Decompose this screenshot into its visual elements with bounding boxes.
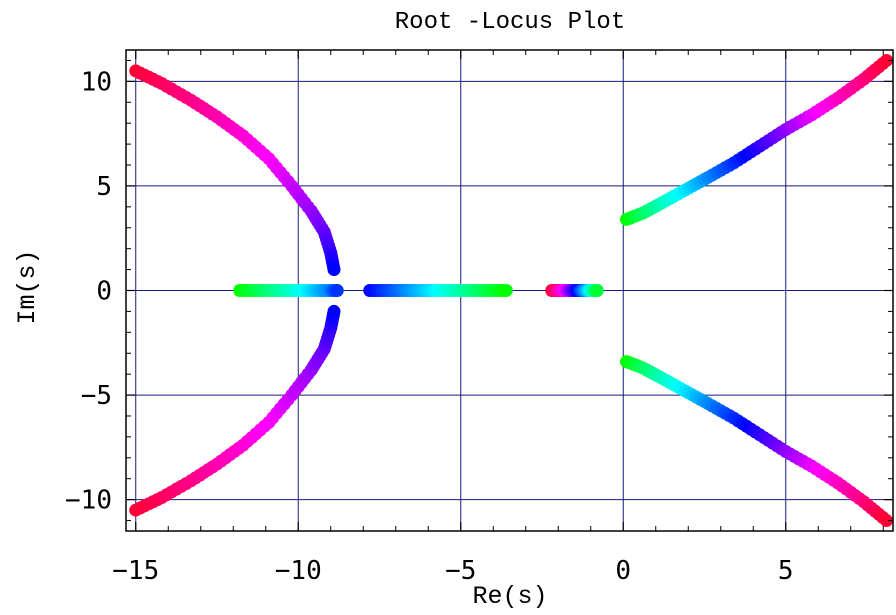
axis-ticks xyxy=(126,50,893,531)
y-tick-labels: 10 5 0 −5 −10 xyxy=(65,67,112,515)
y-tick-label: −10 xyxy=(65,486,112,516)
x-tick-label: 0 xyxy=(615,556,631,586)
locus-point xyxy=(499,284,513,297)
y-tick-label: 0 xyxy=(96,277,112,307)
locus-points xyxy=(129,53,893,528)
locus-point xyxy=(330,284,344,297)
chart-title: Root -Locus Plot xyxy=(395,9,625,36)
x-tick-label: −5 xyxy=(445,556,476,586)
y-tick-label: 10 xyxy=(81,67,112,97)
x-tick-label: −15 xyxy=(112,556,159,586)
locus-point xyxy=(880,53,893,67)
locus-point xyxy=(880,514,893,528)
y-tick-label: 5 xyxy=(96,172,112,202)
y-axis-label: Im(s) xyxy=(13,249,42,324)
locus-point xyxy=(327,304,341,318)
grid-lines xyxy=(126,50,893,531)
x-tick-label: −10 xyxy=(275,556,322,586)
x-tick-labels: −15 −10 −5 0 5 xyxy=(112,556,793,586)
locus-point xyxy=(327,263,341,277)
x-tick-label: 5 xyxy=(778,556,794,586)
x-axis-label: Re(s) xyxy=(472,582,547,611)
locus-point xyxy=(590,284,604,297)
y-tick-label: −5 xyxy=(81,381,112,411)
